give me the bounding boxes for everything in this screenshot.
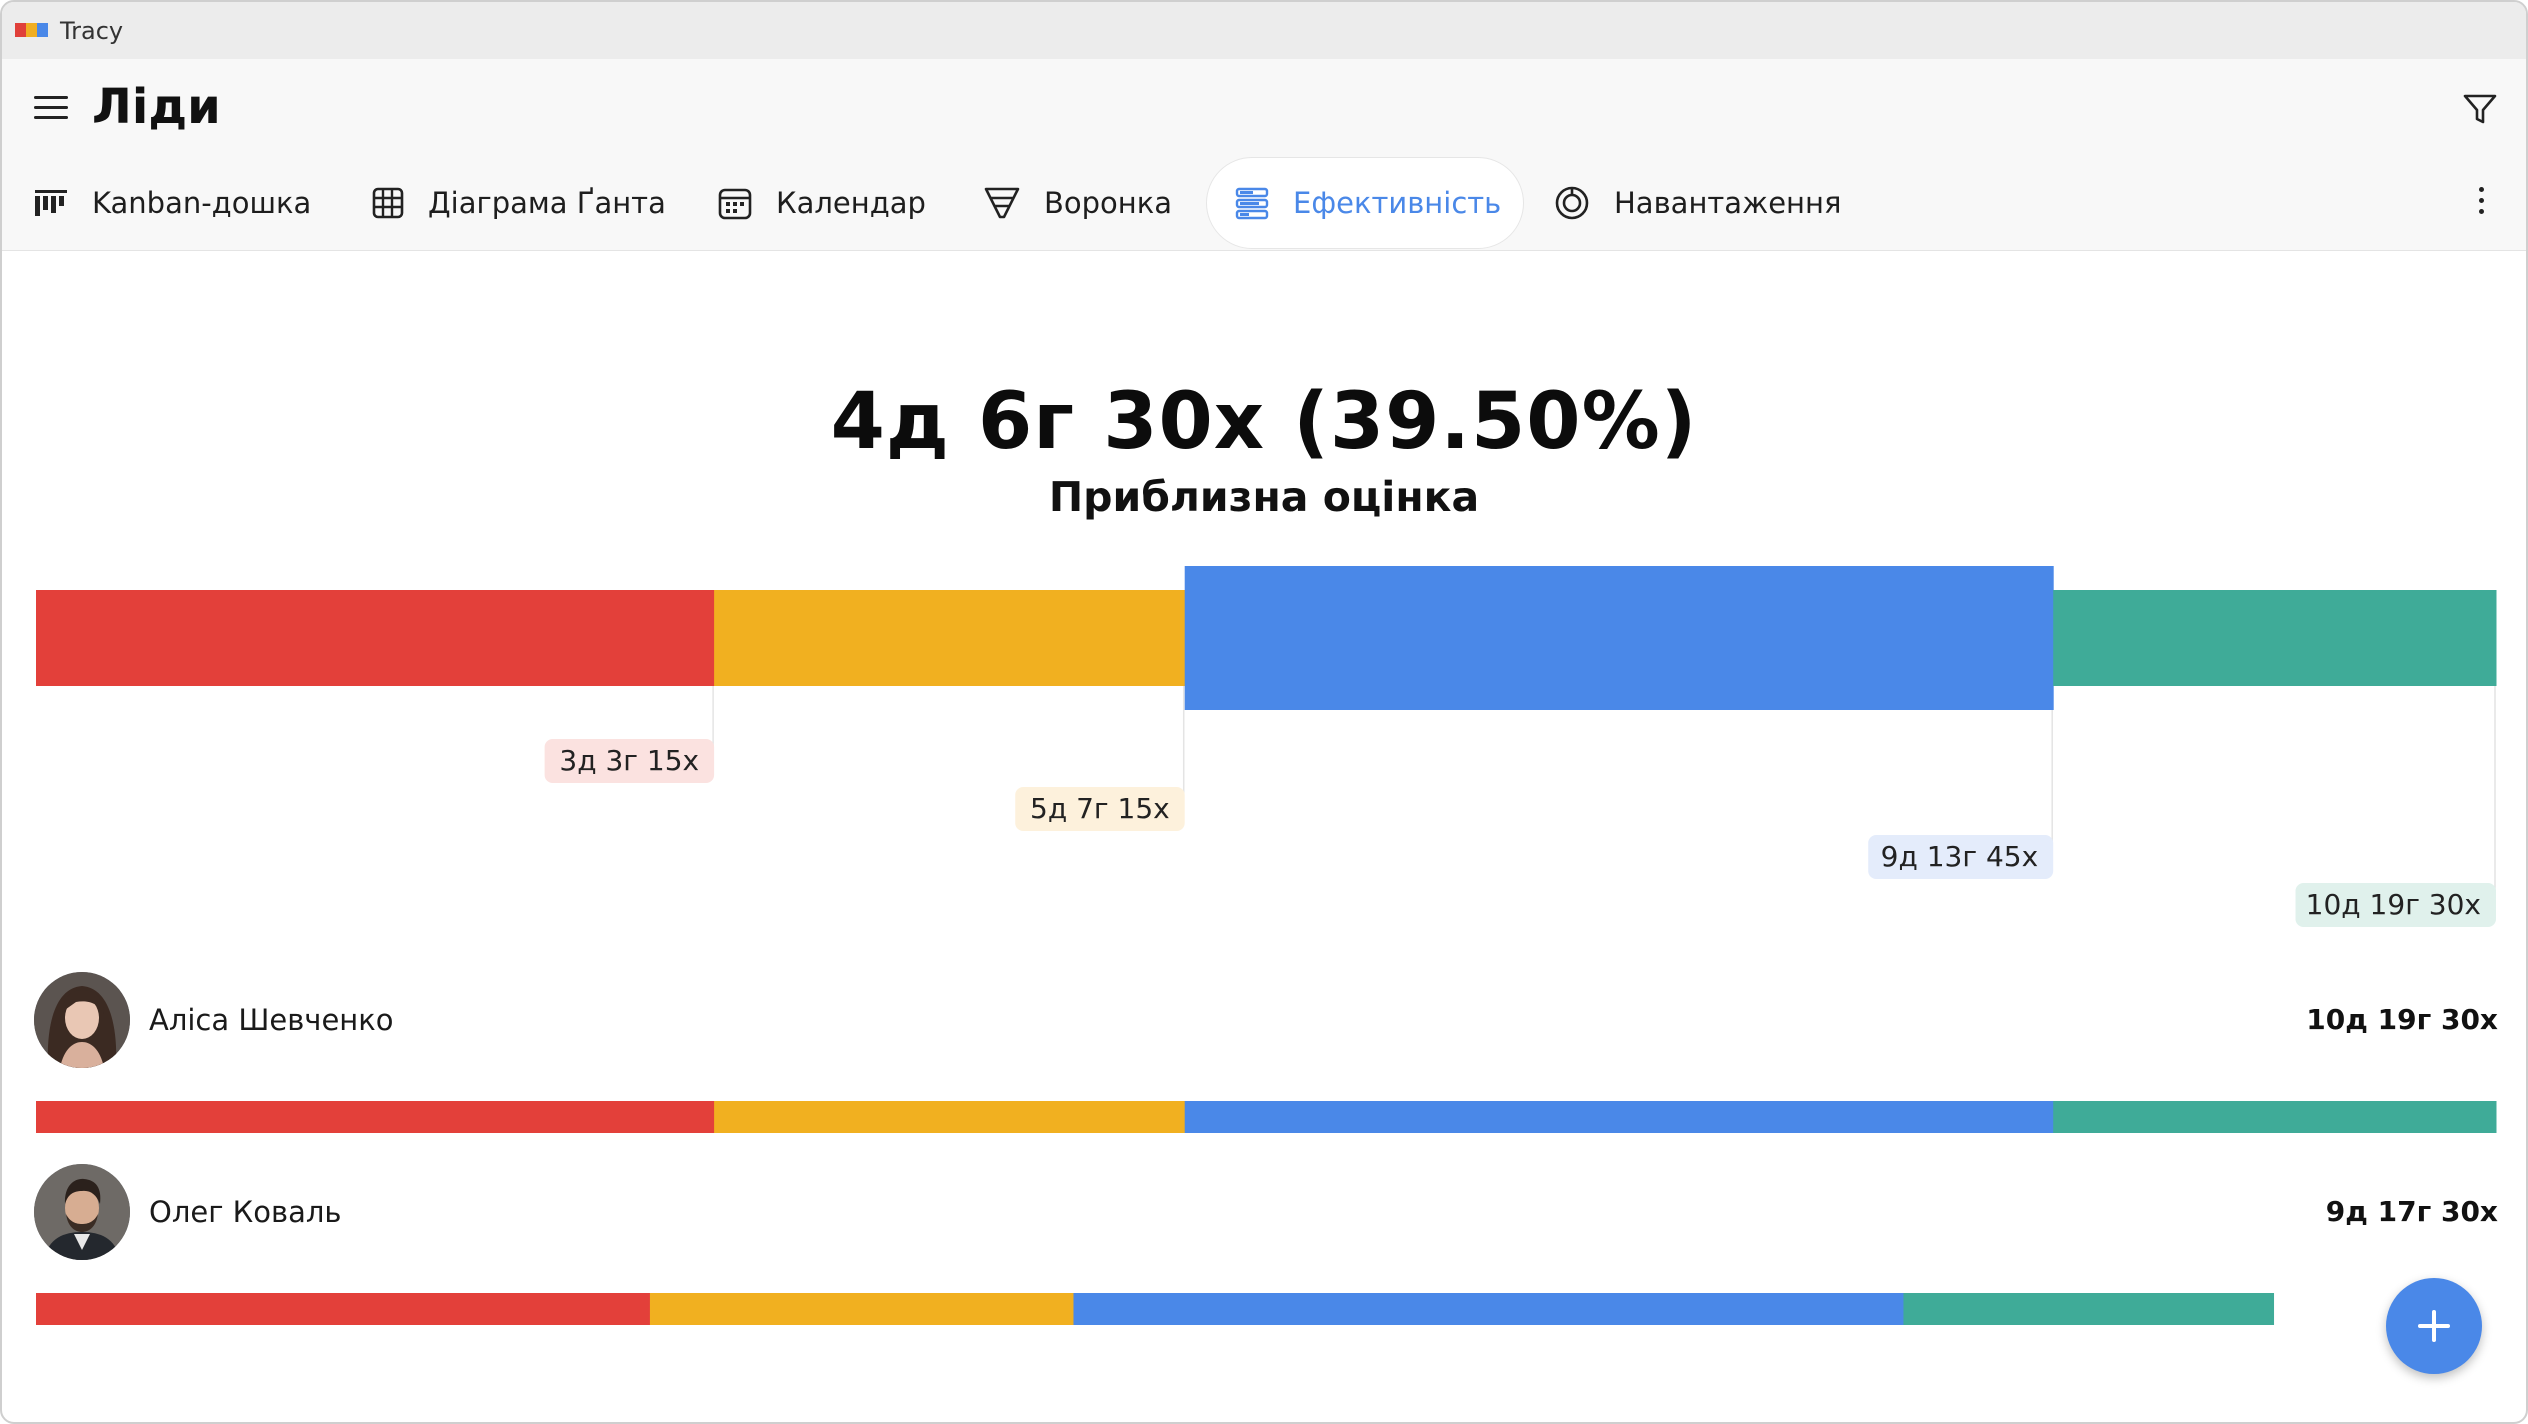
header: Ліди Kanban-дошка Діаграма Ґанта [2, 59, 2526, 251]
add-button[interactable] [2386, 1278, 2482, 1374]
person-name: Олег Коваль [149, 1195, 342, 1229]
tab-funnel[interactable]: Воронка [984, 157, 1172, 249]
efficiency-icon [1235, 187, 1269, 220]
gantt-icon [372, 187, 404, 219]
summary: 4д 6г 30х (39.50%) Приблизна оцінка [2, 372, 2526, 522]
tab-gantt[interactable]: Діаграма Ґанта [372, 157, 666, 249]
plus-icon-vertical [2432, 1310, 2436, 1342]
filter-icon[interactable] [2460, 89, 2500, 129]
view-tabs: Kanban-дошка Діаграма Ґанта Календар [2, 157, 2526, 249]
overall-segment [714, 590, 1186, 686]
tab-label: Навантаження [1614, 186, 1842, 220]
person-row[interactable]: Олег Коваль 9д 17г 30х [34, 1164, 2498, 1264]
summary-value: 4д 6г 30х (39.50%) [830, 377, 1698, 467]
person-bar-segment [1903, 1293, 2275, 1325]
title-bar: Tracy [2, 2, 2526, 59]
cumulative-label: 5д 7г 15х [1030, 792, 1170, 825]
window-title: Tracy [60, 17, 124, 45]
overall-segment [1184, 566, 2054, 710]
cumulative-label-bg [1015, 787, 1185, 831]
cumulative-label: 9д 13г 45х [1881, 840, 2039, 873]
workload-icon [1555, 186, 1589, 220]
overall-segment [36, 590, 715, 686]
more-vertical-icon[interactable] [2476, 187, 2486, 221]
cumulative-label-bg [1868, 835, 2054, 879]
page-title: Ліди [92, 79, 221, 135]
cumulative-label: 10д 19г 30х [2306, 888, 2481, 921]
tab-label: Воронка [1044, 186, 1173, 220]
person-bar-segment [714, 1101, 1186, 1133]
tab-workload[interactable]: Навантаження [1554, 157, 1841, 249]
funnel-icon [984, 187, 1020, 219]
person-bar-segment [2053, 1101, 2497, 1133]
overall-segment [2053, 590, 2497, 686]
tab-calendar[interactable]: Календар [718, 157, 926, 249]
person-bar-segment [1073, 1293, 1904, 1325]
hamburger-icon[interactable] [34, 93, 68, 123]
cumulative-label: 3д 3г 15х [559, 744, 699, 777]
tab-efficiency[interactable]: Ефективність [1206, 157, 1524, 249]
person-bar-segment [36, 1101, 715, 1133]
avatar [34, 1164, 130, 1260]
tab-label: Ефективність [1293, 186, 1502, 220]
kanban-icon [35, 190, 67, 216]
person-bar-segment [649, 1293, 1074, 1325]
cumulative-label-bg [544, 739, 715, 783]
tab-kanban[interactable]: Kanban-дошка [34, 157, 311, 249]
person-total: 9д 17г 30х [2325, 1195, 2498, 1228]
person-name: Аліса Шевченко [149, 1003, 394, 1037]
avatar [34, 972, 130, 1068]
tracy-logo-icon [15, 23, 48, 37]
person-bar-segment [36, 1293, 651, 1325]
cumulative-label-bg [2295, 883, 2496, 927]
person-row[interactable]: Аліса Шевченко 10д 19г 30х [34, 972, 2498, 1072]
person-bar-segment [1184, 1101, 2054, 1133]
person-total: 10д 19г 30х [2306, 1003, 2498, 1036]
tab-label: Календар [776, 186, 926, 220]
tab-label: Діаграма Ґанта [428, 186, 666, 220]
calendar-icon [718, 188, 752, 220]
tab-label: Kanban-дошка [92, 186, 312, 220]
summary-label: Приблизна оцінка [1048, 473, 1480, 521]
